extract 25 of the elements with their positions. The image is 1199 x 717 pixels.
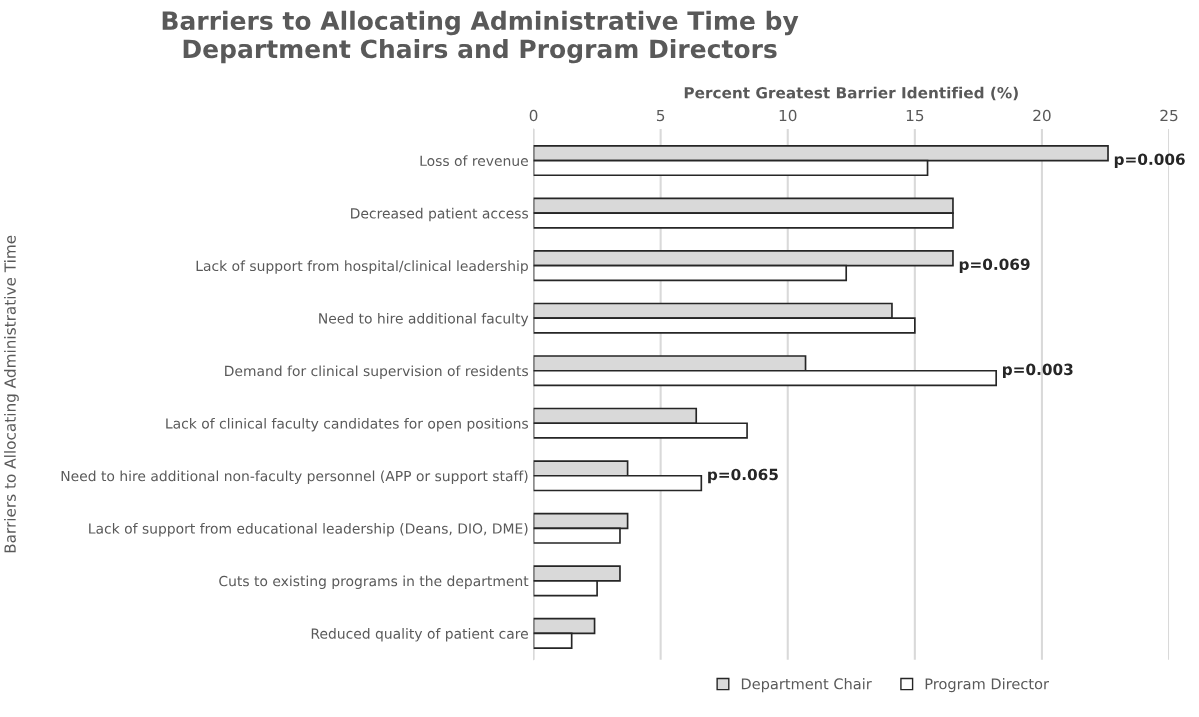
y-tick-label: Lack of clinical faculty candidates for open positions [166,417,529,432]
annotation: p=0.069 [959,258,1030,274]
chart-title: Barriers to Allocating Administrative Time by Department Chairs and Program Directors [162,10,799,64]
x-tick-label: 10 [779,109,797,122]
x-tick-label: 25 [1160,109,1178,122]
y-tick-label: Reduced quality of patient care [311,628,528,642]
legend-label: Program Director [925,678,1049,693]
annotation: p=0.006 [1114,153,1185,168]
y-tick-label: Need to hire additional faculty [319,312,529,327]
y-tick-label: Lack of support from educational leadership (Deans, DIO, DME) [89,523,528,537]
legend-label: Department Chair [741,678,872,693]
x-tick-label: 5 [656,109,665,122]
y-tick-label: Cuts to existing programs in the department [219,575,529,590]
annotation: p=0.065 [708,468,778,484]
x-tick-label: 20 [1033,109,1051,122]
x-tick-label: 15 [906,109,924,122]
x-tick-label: 0 [529,109,538,122]
y-tick-label: Lack of support from hospital/clinical leadership [196,260,528,274]
x-axis-title: Percent Greatest Barrier Identified (%) [684,86,1018,101]
annotation: p=0.003 [1003,363,1073,379]
y-tick-label: Demand for clinical supervision of residents [225,365,529,379]
y-axis-title: Barriers to Allocating Administrative Time [4,235,19,553]
y-tick-label: Need to hire additional non-faculty personnel (APP or support staff) [61,470,528,484]
y-tick-label: Decreased patient access [351,207,529,222]
y-tick-label: Loss of revenue [420,155,528,167]
